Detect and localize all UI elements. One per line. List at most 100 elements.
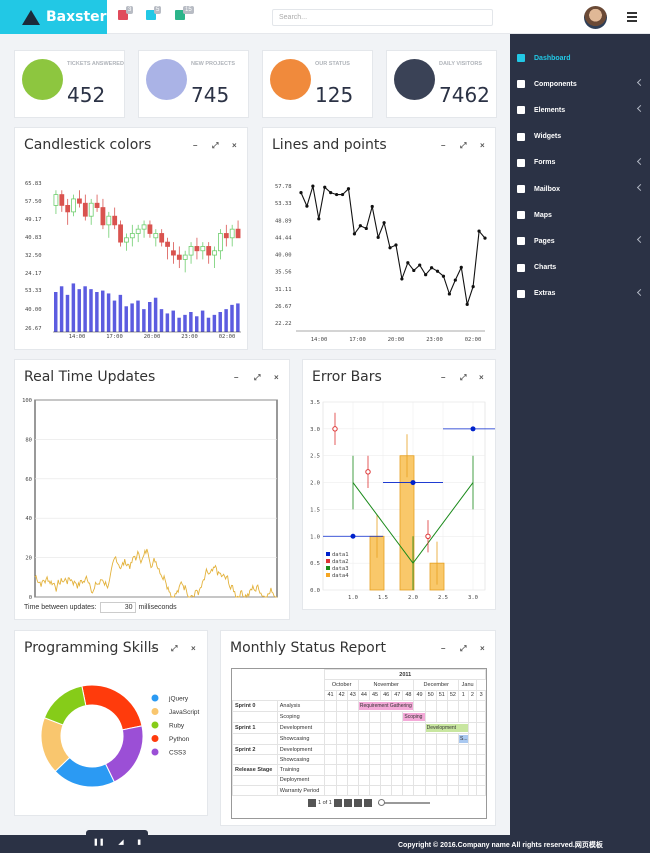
x-tick-label: 23:00 — [181, 334, 198, 340]
volume-bar — [83, 286, 87, 332]
file-icon[interactable]: ▮ — [137, 838, 142, 846]
candle-body — [71, 198, 76, 213]
interval-input[interactable]: 30 — [99, 602, 136, 613]
minimize-icon[interactable]: – — [193, 141, 198, 150]
home-icon — [517, 54, 525, 62]
x-tick-label: 14:00 — [311, 337, 328, 343]
candle-body — [53, 194, 59, 206]
grid-icon — [517, 132, 525, 141]
zoom-out-button[interactable] — [353, 799, 362, 807]
candle-body — [65, 204, 71, 213]
y-tick-label: 44.44 — [275, 235, 292, 241]
candle-body — [171, 250, 176, 256]
sidebar-item-label: Dashboard — [534, 54, 571, 62]
candle-body — [165, 241, 170, 247]
realtime-series — [34, 548, 277, 599]
logo[interactable]: Baxster — [0, 0, 107, 34]
tasks-icon[interactable] — [175, 10, 185, 20]
search-input[interactable]: Search... — [272, 9, 493, 26]
zoom-in-button[interactable] — [363, 799, 372, 807]
sidebar-item-extras[interactable]: Extras — [510, 281, 650, 307]
x-tick-label: 14:00 — [69, 334, 86, 340]
sidebar-item-label: Extras — [534, 290, 556, 298]
data-point — [447, 292, 451, 296]
location-arrow-icon — [517, 211, 525, 220]
sidebar-item-dashboard[interactable]: Dashboard — [510, 45, 650, 71]
gantt-bar[interactable]: S... — [458, 734, 468, 743]
close-icon[interactable]: × — [274, 373, 279, 382]
minimize-icon[interactable]: – — [441, 644, 446, 653]
mail-icon[interactable] — [118, 10, 128, 20]
minimize-icon[interactable]: – — [234, 373, 239, 382]
sidebar-item-label: Maps — [534, 211, 552, 219]
expand-icon[interactable]: ⤢ — [460, 644, 467, 653]
close-icon[interactable]: × — [191, 644, 196, 653]
volume-bar — [65, 294, 70, 332]
close-icon[interactable]: × — [480, 644, 485, 653]
gantt-task: Showcasing — [276, 754, 326, 766]
sidebar-item-widgets[interactable]: Widgets — [510, 124, 650, 150]
data-point — [477, 229, 481, 233]
candle-body — [212, 250, 217, 256]
close-icon[interactable]: × — [479, 373, 484, 382]
close-icon[interactable]: × — [232, 141, 237, 150]
y-tick-label: 26.67 — [275, 304, 292, 310]
sidebar-item-charts[interactable]: Charts — [510, 255, 650, 281]
sidebar-item-elements[interactable]: Elements — [510, 97, 650, 123]
gantt-week: 52 — [446, 689, 459, 701]
candle-body — [112, 215, 118, 226]
series-line — [300, 185, 486, 305]
sidebar-item-forms[interactable]: Forms — [510, 150, 650, 176]
panel-realtime: Real Time Updates – ⤢ × 100 80 60 40 20 0 Tim… — [14, 359, 290, 620]
volume-bar — [59, 286, 64, 332]
legend-label: CSS3 — [169, 750, 186, 757]
sidebar-item-mailbox[interactable]: Mailbox — [510, 176, 650, 202]
gantt-bar[interactable]: Development — [425, 723, 468, 732]
volume-bar — [236, 303, 240, 332]
data-point — [358, 224, 362, 228]
volume-bar — [71, 283, 76, 332]
menu-icon[interactable] — [627, 12, 637, 24]
sidebar-item-pages[interactable]: Pages — [510, 228, 650, 254]
gantt-week: 2 — [467, 689, 478, 701]
first-page-button[interactable] — [308, 799, 316, 807]
panel-title: Candlestick colors — [24, 137, 152, 153]
expand-icon[interactable]: ⤢ — [212, 141, 219, 150]
x-tick-label: 1.0 — [348, 595, 358, 601]
minimize-icon[interactable]: – — [151, 644, 156, 653]
expand-icon[interactable]: ⤢ — [460, 141, 467, 150]
zoom-slider[interactable] — [377, 799, 430, 806]
data-point — [410, 480, 416, 486]
candle-body — [206, 246, 212, 256]
bell-icon[interactable] — [146, 10, 156, 20]
close-icon[interactable]: × — [480, 141, 485, 150]
next-page-button[interactable] — [333, 799, 342, 807]
minimize-icon[interactable]: – — [441, 373, 446, 382]
book-icon — [22, 59, 63, 100]
stat-value: 452 — [67, 83, 106, 107]
expand-icon[interactable]: ⤢ — [171, 644, 178, 653]
data-point — [317, 217, 321, 221]
stat-card: NEW PROJECTS 745 — [138, 50, 249, 118]
expand-icon[interactable]: ⤢ — [254, 373, 261, 382]
gantt-bar[interactable]: Requirement Gathering — [358, 701, 414, 710]
minimize-icon[interactable]: – — [441, 141, 446, 150]
y-tick-label: 40.83 — [25, 235, 42, 241]
y-tick-label: 60 — [25, 477, 32, 483]
mail-icon — [517, 185, 525, 193]
expand-icon[interactable]: ⤢ — [460, 373, 467, 382]
last-page-button[interactable] — [343, 799, 352, 807]
sidebar-item-components[interactable]: Components — [510, 71, 650, 97]
gantt-bar[interactable]: Scoping — [403, 712, 425, 721]
pie-slice — [104, 725, 144, 783]
gantt-task: Showcasing — [276, 732, 326, 745]
pie-slice — [81, 684, 143, 731]
gantt-pager: 1 of 1 — [308, 799, 430, 807]
volume-bar — [165, 313, 170, 332]
pause-icon[interactable]: ❚❚ — [92, 838, 105, 846]
sidebar-item-maps[interactable]: Maps — [510, 202, 650, 228]
signal-icon[interactable]: ◢ — [118, 838, 124, 846]
avatar[interactable] — [584, 6, 607, 29]
stat-value: 7462 — [439, 83, 490, 107]
x-tick-label: 20:00 — [144, 334, 161, 340]
